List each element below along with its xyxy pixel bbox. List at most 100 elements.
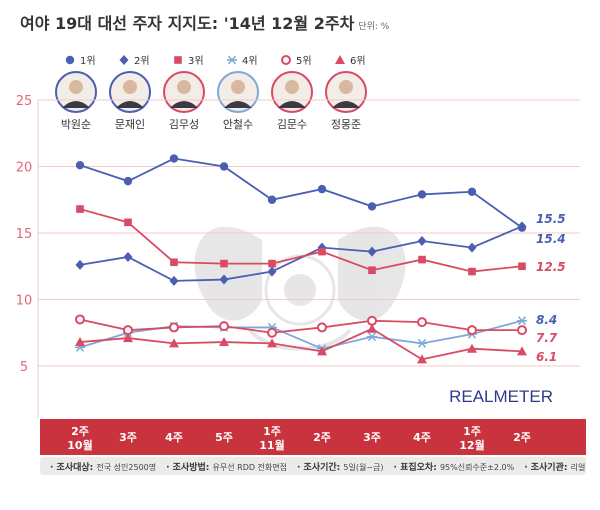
portrait-suit (116, 101, 144, 108)
data-point (170, 258, 178, 267)
circle-marker (417, 190, 427, 199)
ring-marker (367, 315, 377, 326)
data-point (467, 187, 477, 196)
asterisk-marker (227, 55, 237, 65)
emblem-wing-left (194, 226, 262, 321)
survey-info-value: 전국 성인2500명 (96, 462, 157, 472)
data-point (317, 184, 327, 194)
x-tick-label: 1주 (463, 425, 481, 438)
y-tick-label: 10 (16, 294, 33, 309)
data-point (123, 333, 133, 343)
end-value-label: 15.4 (536, 232, 566, 246)
x-tick-label: 3주 (119, 431, 137, 444)
data-point (169, 154, 179, 163)
triangle-marker (417, 354, 427, 364)
data-point (367, 323, 377, 333)
diamond-marker (517, 221, 527, 232)
y-tick-label: 25 (16, 94, 33, 109)
x-tick-label: 4주 (165, 431, 183, 444)
data-point (417, 317, 427, 328)
ring-marker (517, 325, 527, 336)
data-point (417, 338, 427, 348)
data-point (219, 321, 229, 332)
portrait-suit (278, 101, 306, 108)
diamond-marker (119, 55, 129, 65)
ring-marker (317, 322, 327, 333)
data-point (317, 346, 327, 356)
survey-info-key: · 조사기간: (297, 462, 344, 473)
ring-marker (467, 325, 477, 336)
data-point (468, 267, 476, 276)
diamond-marker (75, 259, 85, 270)
asterisk-marker (517, 316, 527, 326)
data-point (467, 343, 477, 353)
triangle-marker (123, 333, 133, 343)
end-value-label: 7.7 (536, 331, 558, 345)
survey-info-item: · 조사기간: 5일(월~금) (297, 460, 384, 473)
x-tick-label: 2주 (313, 431, 331, 444)
candidate-name: 박원순 (61, 118, 91, 131)
survey-info-item: · 조사방법: 유무선 RDD 전화면접 (166, 460, 287, 473)
diamond-marker (123, 251, 133, 262)
triangle-marker (367, 323, 377, 333)
triangle-marker (335, 55, 345, 64)
square-marker (268, 259, 276, 268)
portrait-face (123, 80, 137, 94)
survey-info-item: · 조사대상: 전국 성인2500명 (50, 460, 156, 473)
portrait-suit (170, 101, 198, 108)
square-marker (468, 267, 476, 276)
x-tick-label: 5주 (215, 431, 233, 444)
ring-marker (417, 317, 427, 328)
data-point (467, 242, 477, 253)
circle-marker (467, 187, 477, 196)
diamond-marker (169, 275, 179, 286)
survey-info-key: · 표집오차: (393, 462, 440, 473)
data-point (517, 316, 527, 326)
triangle-marker (517, 346, 527, 356)
data-point (169, 338, 179, 348)
square-marker (318, 247, 326, 256)
unit-label: 단위: % (358, 22, 390, 32)
circle-marker (317, 184, 327, 194)
triangle-marker (467, 343, 477, 353)
square-marker (418, 255, 426, 264)
survey-info-value: 리얼미터 (570, 462, 586, 472)
triangle-marker (169, 338, 179, 348)
data-point (467, 325, 477, 336)
candidate-name: 문재인 (115, 118, 145, 131)
survey-info-bar: · 조사대상: 전국 성인2500명 · 조사방법: 유무선 RDD 전화면접 · … (40, 457, 586, 475)
circle-marker (267, 195, 277, 204)
series-line (79, 327, 523, 361)
x-tick-label: 10월 (67, 438, 92, 452)
series-line (79, 157, 523, 229)
data-point (267, 266, 277, 277)
diamond-marker (367, 246, 377, 257)
square-marker (368, 266, 376, 275)
ring-marker (267, 327, 277, 338)
end-value-label: 6.1 (536, 350, 557, 364)
square-marker (518, 262, 526, 271)
legend-rank: 3위 (188, 54, 204, 67)
data-point (417, 190, 427, 199)
triangle-marker (267, 338, 277, 348)
end-value-label: 8.4 (536, 313, 557, 327)
circle-marker (367, 202, 377, 211)
data-point (517, 221, 527, 232)
circle-marker (169, 154, 179, 163)
data-point (267, 195, 277, 204)
end-value-label: 15.5 (536, 212, 566, 226)
asterisk-marker (417, 338, 427, 348)
y-tick-label: 20 (16, 161, 33, 176)
ring-marker (219, 321, 229, 332)
data-point (75, 314, 85, 325)
ring-marker (123, 325, 133, 336)
candidate-name: 김무성 (169, 118, 199, 131)
survey-info-value: 5일(월~금) (343, 462, 384, 472)
data-point (123, 325, 133, 336)
brand-logo: REALMETER (449, 387, 553, 406)
square-marker (76, 205, 84, 213)
portrait-suit (224, 101, 252, 108)
data-point (418, 255, 426, 264)
